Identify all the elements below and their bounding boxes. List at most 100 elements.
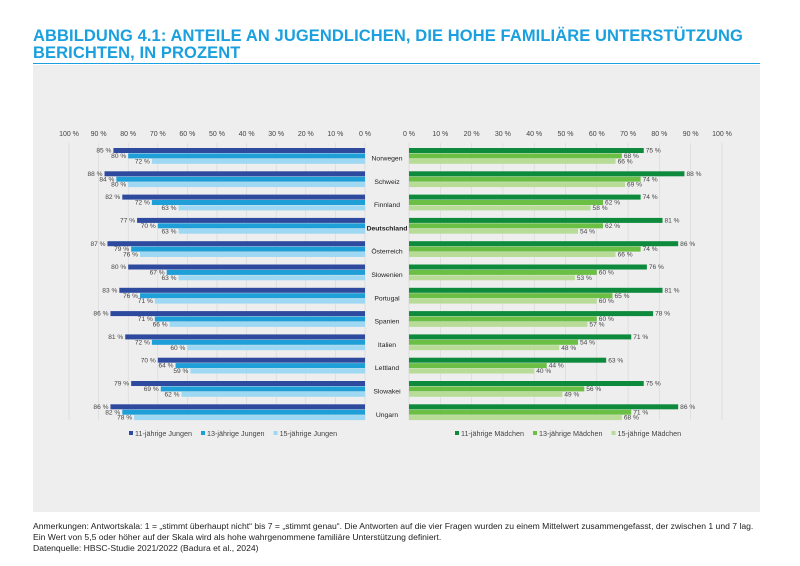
- bar-right-1: [409, 339, 579, 345]
- bar-left-value-label: 60 %: [170, 345, 185, 352]
- bar-right-value-label: 60 %: [599, 270, 614, 277]
- bar-left-0: [110, 311, 365, 317]
- bar-left-2: [140, 252, 365, 257]
- bar-right-0: [409, 171, 685, 177]
- right-axis-tick-label: 10 %: [432, 131, 448, 138]
- bar-left-0: [113, 148, 366, 153]
- bar-left-value-label: 86 %: [93, 311, 108, 318]
- bar-right-value-label: 75 %: [646, 381, 661, 388]
- category-label: Italien: [378, 342, 396, 349]
- bar-right-value-label: 81 %: [665, 287, 680, 294]
- figure-title-line-2: BERICHTEN, IN PROZENT: [33, 44, 241, 62]
- bar-right-0: [409, 287, 663, 293]
- left-axis-tick-label: 100 %: [59, 131, 79, 138]
- bar-right-2: [409, 158, 616, 164]
- legend-right-swatch: [533, 431, 537, 435]
- bar-right-value-label: 62 %: [605, 223, 620, 230]
- bar-left-value-label: 85 %: [96, 148, 111, 155]
- bar-right-0: [409, 148, 644, 153]
- bar-left-1: [151, 339, 365, 345]
- bar-left-value-label: 71 %: [138, 316, 153, 323]
- bar-left-1: [175, 363, 365, 369]
- bar-left-value-label: 83 %: [102, 287, 117, 294]
- bar-right-value-label: 81 %: [665, 218, 680, 225]
- bar-left-1: [131, 246, 365, 252]
- legend-right-entry: 15-jährige Mädchen: [618, 429, 682, 438]
- bar-right-1: [409, 269, 597, 275]
- right-axis-tick-label: 0 %: [403, 131, 415, 138]
- legend-left-swatch: [129, 431, 133, 435]
- bar-right-value-label: 69 %: [627, 182, 642, 189]
- bar-right-0: [409, 334, 632, 340]
- footnote-source: Datenquelle: HBSC-Studie 2021/2022 (Badu…: [33, 543, 259, 553]
- category-label: Portugal: [374, 295, 400, 302]
- bar-left-0: [131, 381, 365, 386]
- bar-left-value-label: 80 %: [111, 182, 126, 189]
- bar-left-1: [154, 316, 365, 322]
- bar-right-1: [409, 409, 632, 415]
- bar-right-2: [409, 275, 575, 281]
- bar-right-value-label: 56 %: [586, 386, 601, 393]
- category-label: Slowenien: [371, 272, 403, 279]
- legend-right-swatch: [455, 431, 459, 435]
- legend-left-entry: 13-jährige Jungen: [207, 429, 265, 438]
- bar-right-2: [409, 321, 588, 327]
- bar-left-value-label: 82 %: [105, 194, 120, 201]
- left-axis-tick-label: 0 %: [359, 131, 371, 138]
- bar-right-value-label: 54 %: [580, 339, 595, 346]
- bar-left-1: [151, 200, 365, 205]
- bar-right-value-label: 53 %: [577, 275, 592, 282]
- bar-right-value-label: 65 %: [614, 293, 629, 300]
- bar-right-value-label: 74 %: [643, 194, 658, 201]
- bar-left-2: [154, 298, 365, 304]
- bar-left-value-label: 70 %: [141, 357, 156, 364]
- bar-left-2: [151, 158, 365, 164]
- right-axis-tick-label: 30 %: [495, 131, 511, 138]
- bar-left-value-label: 62 %: [164, 391, 179, 398]
- left-axis-tick-label: 20 %: [298, 131, 314, 138]
- bar-left-2: [178, 275, 365, 281]
- bar-right-value-label: 68 %: [624, 415, 639, 422]
- bar-left-value-label: 81 %: [108, 334, 123, 341]
- bar-left-0: [137, 217, 365, 223]
- bar-left-value-label: 69 %: [144, 386, 159, 393]
- bar-right-2: [409, 345, 560, 351]
- bar-right-value-label: 62 %: [605, 200, 620, 207]
- bar-right-2: [409, 182, 625, 188]
- legend-left-swatch: [273, 431, 278, 435]
- left-axis-tick-label: 40 %: [239, 131, 255, 138]
- bar-left-value-label: 72 %: [135, 339, 150, 346]
- legend-right-entry: 11-jährige Mädchen: [461, 429, 524, 438]
- bar-left-value-label: 80 %: [111, 153, 126, 160]
- bar-right-0: [409, 264, 647, 270]
- bar-right-0: [409, 311, 654, 317]
- bar-right-0: [409, 357, 607, 363]
- bar-right-1: [409, 363, 547, 369]
- left-axis-tick-label: 60 %: [179, 131, 195, 138]
- right-axis-tick-label: 20 %: [464, 131, 480, 138]
- right-axis-tick-label: 70 %: [620, 131, 636, 138]
- right-axis-tick-label: 90 %: [683, 131, 699, 138]
- bar-right-1: [409, 386, 585, 392]
- bar-left-value-label: 79 %: [114, 246, 129, 253]
- bar-left-value-label: 88 %: [87, 171, 102, 178]
- bar-left-0: [110, 404, 365, 410]
- bar-right-value-label: 58 %: [593, 205, 608, 212]
- bar-left-value-label: 80 %: [111, 264, 126, 271]
- bar-right-value-label: 75 %: [646, 148, 661, 155]
- bar-left-value-label: 76 %: [123, 252, 138, 259]
- bar-right-value-label: 74 %: [643, 246, 658, 253]
- bar-right-value-label: 88 %: [686, 171, 701, 178]
- right-axis-tick-label: 40 %: [526, 131, 542, 138]
- bar-left-0: [119, 287, 365, 293]
- bar-left-2: [178, 228, 365, 234]
- left-axis-tick-label: 70 %: [150, 131, 166, 138]
- category-label: Österreich: [371, 248, 403, 256]
- left-axis-tick-label: 30 %: [268, 131, 284, 138]
- bar-right-value-label: 76 %: [649, 264, 664, 271]
- bar-left-value-label: 63 %: [161, 228, 176, 235]
- bar-left-value-label: 63 %: [161, 205, 176, 212]
- bar-right-2: [409, 252, 616, 257]
- bar-left-value-label: 67 %: [150, 270, 165, 277]
- legend-left-swatch: [201, 431, 206, 435]
